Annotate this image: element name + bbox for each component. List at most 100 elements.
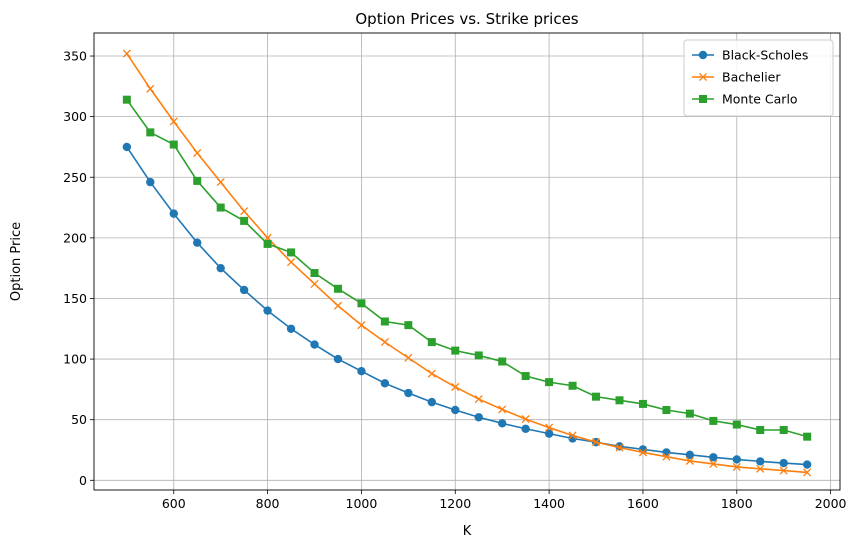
data-point-black-scholes <box>216 263 225 273</box>
data-point-bachelier <box>732 462 741 472</box>
legend-label-bachelier: Bachelier <box>722 70 781 85</box>
series-monte-carlo <box>122 95 812 441</box>
data-point-monte-carlo <box>193 176 202 185</box>
data-point-monte-carlo <box>122 95 131 104</box>
legend-item-bachelier: Bachelier <box>692 70 781 85</box>
data-point-bachelier <box>709 459 718 468</box>
x-tick-label: 1200 <box>439 496 471 511</box>
data-point-monte-carlo <box>216 203 225 212</box>
y-axis-title: Option Price <box>9 222 24 301</box>
y-tick-label: 0 <box>79 473 87 488</box>
data-point-bachelier <box>685 456 694 465</box>
series-line-black-scholes <box>126 146 808 466</box>
data-point-black-scholes <box>474 413 483 422</box>
x-tick-label: 800 <box>256 496 280 511</box>
data-point-black-scholes <box>286 324 296 333</box>
y-tick-label: 350 <box>63 49 87 64</box>
data-point-black-scholes <box>404 388 413 398</box>
data-point-bachelier <box>521 415 530 424</box>
y-tick-label: 50 <box>71 412 87 427</box>
data-point-monte-carlo <box>568 381 577 390</box>
data-point-monte-carlo <box>662 405 671 414</box>
y-tick-label: 300 <box>63 109 87 124</box>
chart-title: Option Prices vs. Strike prices <box>355 10 578 28</box>
y-tick-label: 200 <box>63 230 87 245</box>
series-line-bachelier <box>126 53 808 474</box>
legend-box <box>683 39 834 117</box>
data-point-bachelier <box>286 258 296 267</box>
data-point-bachelier <box>310 279 319 288</box>
data-point-black-scholes <box>357 367 366 376</box>
data-point-bachelier <box>216 178 225 187</box>
y-tick-label: 250 <box>63 170 87 185</box>
data-point-bachelier <box>169 117 178 126</box>
data-point-monte-carlo <box>357 299 366 308</box>
data-point-black-scholes <box>263 306 272 315</box>
data-point-bachelier <box>498 405 507 414</box>
legend-item-black-scholes: Black-Scholes <box>692 48 808 63</box>
data-point-black-scholes <box>193 238 202 247</box>
x-tick-label: 600 <box>162 496 186 511</box>
data-point-black-scholes <box>122 142 132 152</box>
data-point-black-scholes <box>333 354 343 364</box>
data-point-bachelier <box>404 353 413 362</box>
data-point-black-scholes <box>451 405 460 415</box>
data-point-monte-carlo <box>803 432 812 441</box>
data-point-monte-carlo <box>685 409 694 418</box>
data-point-monte-carlo <box>732 420 741 429</box>
data-point-monte-carlo <box>240 216 249 225</box>
data-point-monte-carlo <box>545 378 554 387</box>
data-point-bachelier <box>591 438 601 447</box>
data-point-black-scholes <box>521 424 530 433</box>
data-point-black-scholes <box>169 209 178 218</box>
x-tick-label: 2000 <box>815 496 847 511</box>
data-point-monte-carlo <box>333 284 342 293</box>
data-point-monte-carlo <box>521 372 530 381</box>
data-point-monte-carlo <box>263 239 272 248</box>
data-point-bachelier <box>240 207 249 216</box>
series-line-monte-carlo <box>126 99 808 438</box>
data-point-bachelier <box>474 395 483 404</box>
legend-marker-black-scholes <box>698 50 708 60</box>
data-point-bachelier <box>193 148 202 158</box>
plot-frame <box>93 32 841 491</box>
data-point-bachelier <box>662 452 671 461</box>
legend: Black-Scholes Bachelier Monte Carlo <box>683 39 834 117</box>
data-point-bachelier <box>545 423 554 432</box>
data-point-bachelier <box>333 301 343 310</box>
data-point-monte-carlo <box>638 399 647 408</box>
ticks: 600 800 1000 1200 1400 1600 1800 2000 0 50 100 150 2… <box>63 49 846 511</box>
data-point-black-scholes <box>544 429 554 438</box>
data-point-black-scholes <box>239 285 249 295</box>
data-point-black-scholes <box>380 379 390 388</box>
data-point-black-scholes <box>146 177 155 187</box>
data-point-black-scholes <box>756 457 765 466</box>
data-point-black-scholes <box>802 460 812 469</box>
y-tick-label: 150 <box>63 291 87 306</box>
series-layer <box>122 49 812 477</box>
data-point-monte-carlo <box>146 128 155 137</box>
legend-label-black-scholes: Black-Scholes <box>722 48 808 63</box>
data-point-monte-carlo <box>779 425 788 434</box>
data-point-monte-carlo <box>474 351 483 360</box>
data-point-black-scholes <box>497 419 507 428</box>
series-bachelier <box>122 49 812 477</box>
x-tick-label: 1000 <box>346 496 378 511</box>
x-tick-label: 1400 <box>533 496 565 511</box>
data-point-bachelier <box>615 443 624 452</box>
data-point-monte-carlo <box>404 321 413 330</box>
data-point-monte-carlo <box>169 140 178 149</box>
data-point-bachelier <box>779 466 788 475</box>
data-point-monte-carlo <box>380 317 389 326</box>
data-point-black-scholes <box>427 397 437 407</box>
data-point-bachelier <box>380 338 389 347</box>
data-point-monte-carlo <box>709 416 718 425</box>
data-point-monte-carlo <box>592 392 601 401</box>
series-black-scholes <box>122 142 812 469</box>
legend-marker-bachelier <box>698 72 708 82</box>
y-tick-label: 100 <box>63 352 87 367</box>
data-point-black-scholes <box>709 453 718 462</box>
data-point-monte-carlo <box>756 425 765 434</box>
data-point-bachelier <box>357 321 366 330</box>
data-point-bachelier <box>803 468 812 477</box>
